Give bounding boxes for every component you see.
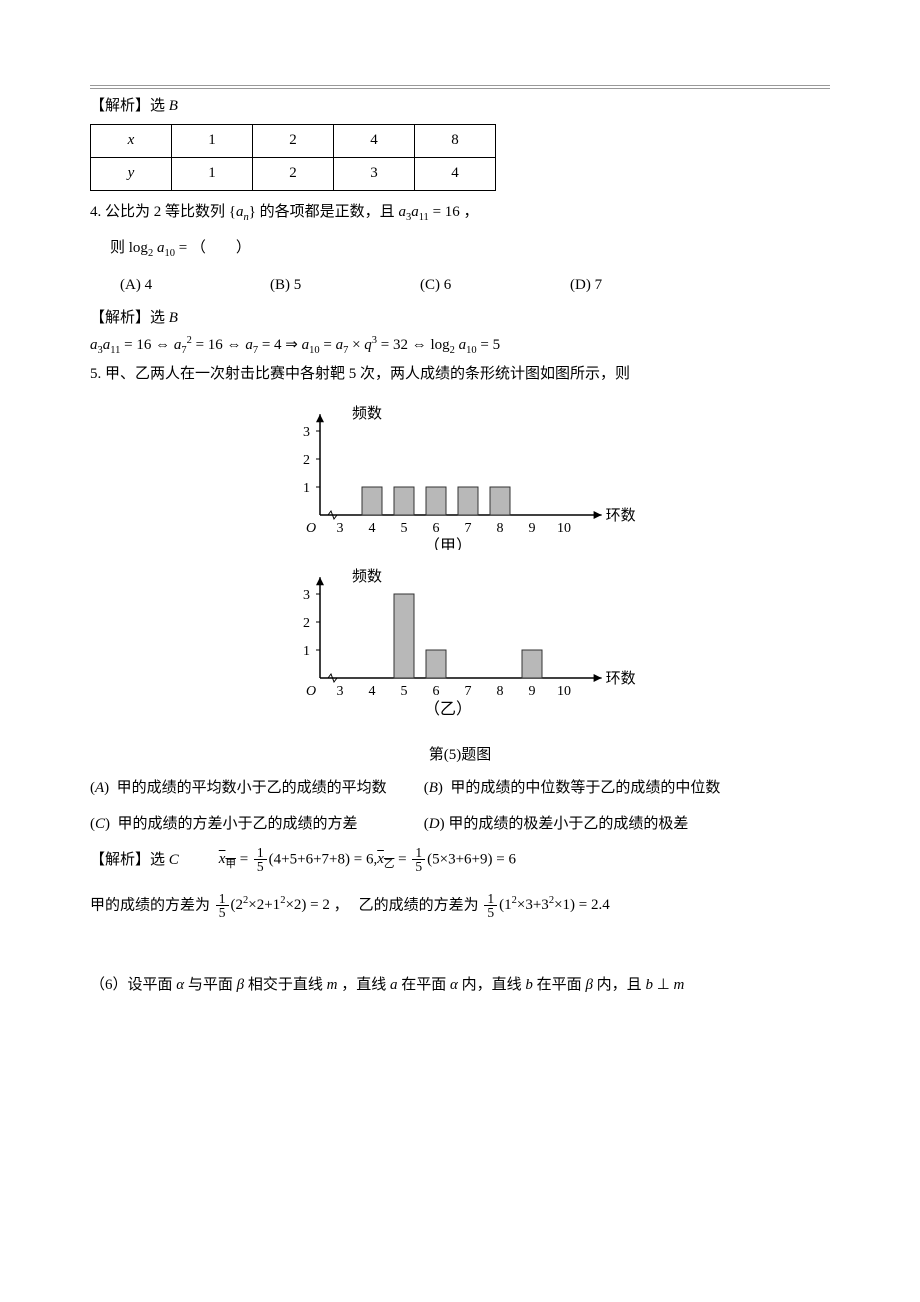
q5-chart-jia: 1 2 3 3 4 5 6 7 8 9 10 频数环数 O （甲）	[270, 395, 650, 550]
q5-var-yi: 乙的成绩的方差为 15(12×3+32×1) = 2.4	[359, 892, 610, 920]
table-cell: 1	[172, 124, 253, 157]
table-row: y 1 2 3 4	[91, 157, 496, 190]
svg-text:O: O	[306, 521, 316, 536]
q5-options-row2: (C) 甲的成绩的方差小于乙的成绩的方差 (D) 甲的成绩的极差小于乙的成绩的极…	[90, 813, 830, 836]
q5-figure-caption: 第(5)题图	[90, 744, 830, 767]
q5-mean-jia: x甲 = 15(4+5+6+7+8) = 6,	[219, 846, 377, 874]
q4-answer: 【解析】选 B	[90, 307, 830, 330]
svg-text:10: 10	[557, 521, 571, 536]
table-cell: 4	[334, 124, 415, 157]
svg-text:O: O	[306, 684, 316, 699]
svg-text:10: 10	[557, 684, 571, 699]
svg-text:（乙）: （乙）	[424, 700, 472, 718]
q5-option-B: (B) 甲的成绩的中位数等于乙的成绩的中位数	[424, 777, 754, 800]
q4-derivation: a3a11 = 16 ⇔ a72 = 16 ⇔ a7 = 4 ⇒ a10 = a…	[90, 333, 830, 359]
svg-text:3: 3	[303, 588, 310, 603]
table-cell: x	[91, 124, 172, 157]
svg-text:环数: 环数	[606, 670, 636, 687]
svg-text:（甲）: （甲）	[424, 537, 472, 550]
q4-options: (A) 4 (B) 5 (C) 6 (D) 7	[120, 274, 830, 297]
q4-stem-line2: 则 log2 a10 = （ ）	[110, 237, 830, 262]
q4-option-A: (A) 4	[120, 274, 270, 297]
svg-text:9: 9	[529, 521, 536, 536]
q5-var-jia: 甲的成绩的方差为 15(22×2+12×2) = 2 ，	[90, 892, 349, 920]
svg-text:5: 5	[401, 521, 408, 536]
table-cell: 2	[253, 157, 334, 190]
svg-text:3: 3	[303, 425, 310, 440]
page-top-rule	[90, 85, 830, 89]
svg-text:7: 7	[465, 684, 472, 699]
table-cell: 1	[172, 157, 253, 190]
svg-text:频数: 频数	[352, 405, 382, 422]
q5-options-row1: (A) 甲的成绩的平均数小于乙的成绩的平均数 (B) 甲的成绩的中位数等于乙的成…	[90, 777, 830, 800]
q5-option-D: (D) 甲的成绩的极差小于乙的成绩的极差	[424, 813, 754, 836]
q5-chart-yi: 1 2 3 3 4 5 6 7 8 9 10 频数环数 O （乙）	[270, 558, 650, 733]
svg-text:环数: 环数	[606, 507, 636, 524]
q4-option-C: (C) 6	[420, 274, 570, 297]
svg-text:7: 7	[465, 521, 472, 536]
svg-text:4: 4	[369, 684, 376, 699]
q5-solution-means: 【解析】选 C x甲 = 15(4+5+6+7+8) = 6, x乙 = 15(…	[90, 846, 830, 874]
q5-figure: 123345678910频数环数O（甲） 123345678910频数环数O（乙…	[90, 395, 830, 767]
q4-stem-line1: 4. 公比为 2 等比数列 {an} 的各项都是正数，且 a3a11 = 16 …	[90, 201, 830, 226]
svg-text:8: 8	[497, 521, 504, 536]
table-row: x 1 2 4 8	[91, 124, 496, 157]
q5-mean-yi: x乙 = 15(5×3+6+9) = 6	[377, 846, 516, 874]
table-cell: 4	[415, 157, 496, 190]
q3-table: x 1 2 4 8 y 1 2 3 4	[90, 124, 496, 191]
q4-option-D: (D) 7	[570, 274, 720, 297]
q5-option-A: (A) 甲的成绩的平均数小于乙的成绩的平均数	[90, 777, 420, 800]
q3-answer: 【解析】选 B	[90, 95, 830, 118]
q4-option-B: (B) 5	[270, 274, 420, 297]
table-cell: 3	[334, 157, 415, 190]
table-cell: y	[91, 157, 172, 190]
q6-stem: （6）设平面 α 与平面 β 相交于直线 m ，直线 a 在平面 α 内，直线 …	[90, 974, 830, 997]
q5-solution-vars: 甲的成绩的方差为 15(22×2+12×2) = 2 ， 乙的成绩的方差为 15…	[90, 892, 830, 920]
svg-text:1: 1	[303, 481, 310, 496]
svg-text:1: 1	[303, 644, 310, 659]
q5-option-C: (C) 甲的成绩的方差小于乙的成绩的方差	[90, 813, 420, 836]
svg-text:4: 4	[369, 521, 376, 536]
q5-stem: 5. 甲、乙两人在一次射击比赛中各射靶 5 次，两人成绩的条形统计图如图所示，则	[90, 363, 830, 386]
svg-text:5: 5	[401, 684, 408, 699]
svg-text:频数: 频数	[352, 568, 382, 585]
svg-text:6: 6	[433, 521, 440, 536]
svg-text:3: 3	[337, 521, 344, 536]
svg-text:2: 2	[303, 616, 310, 631]
svg-text:8: 8	[497, 684, 504, 699]
table-cell: 8	[415, 124, 496, 157]
svg-text:9: 9	[529, 684, 536, 699]
q5-answer-label: 【解析】选 C	[90, 849, 179, 872]
svg-text:6: 6	[433, 684, 440, 699]
svg-text:2: 2	[303, 453, 310, 468]
table-cell: 2	[253, 124, 334, 157]
svg-text:3: 3	[337, 684, 344, 699]
